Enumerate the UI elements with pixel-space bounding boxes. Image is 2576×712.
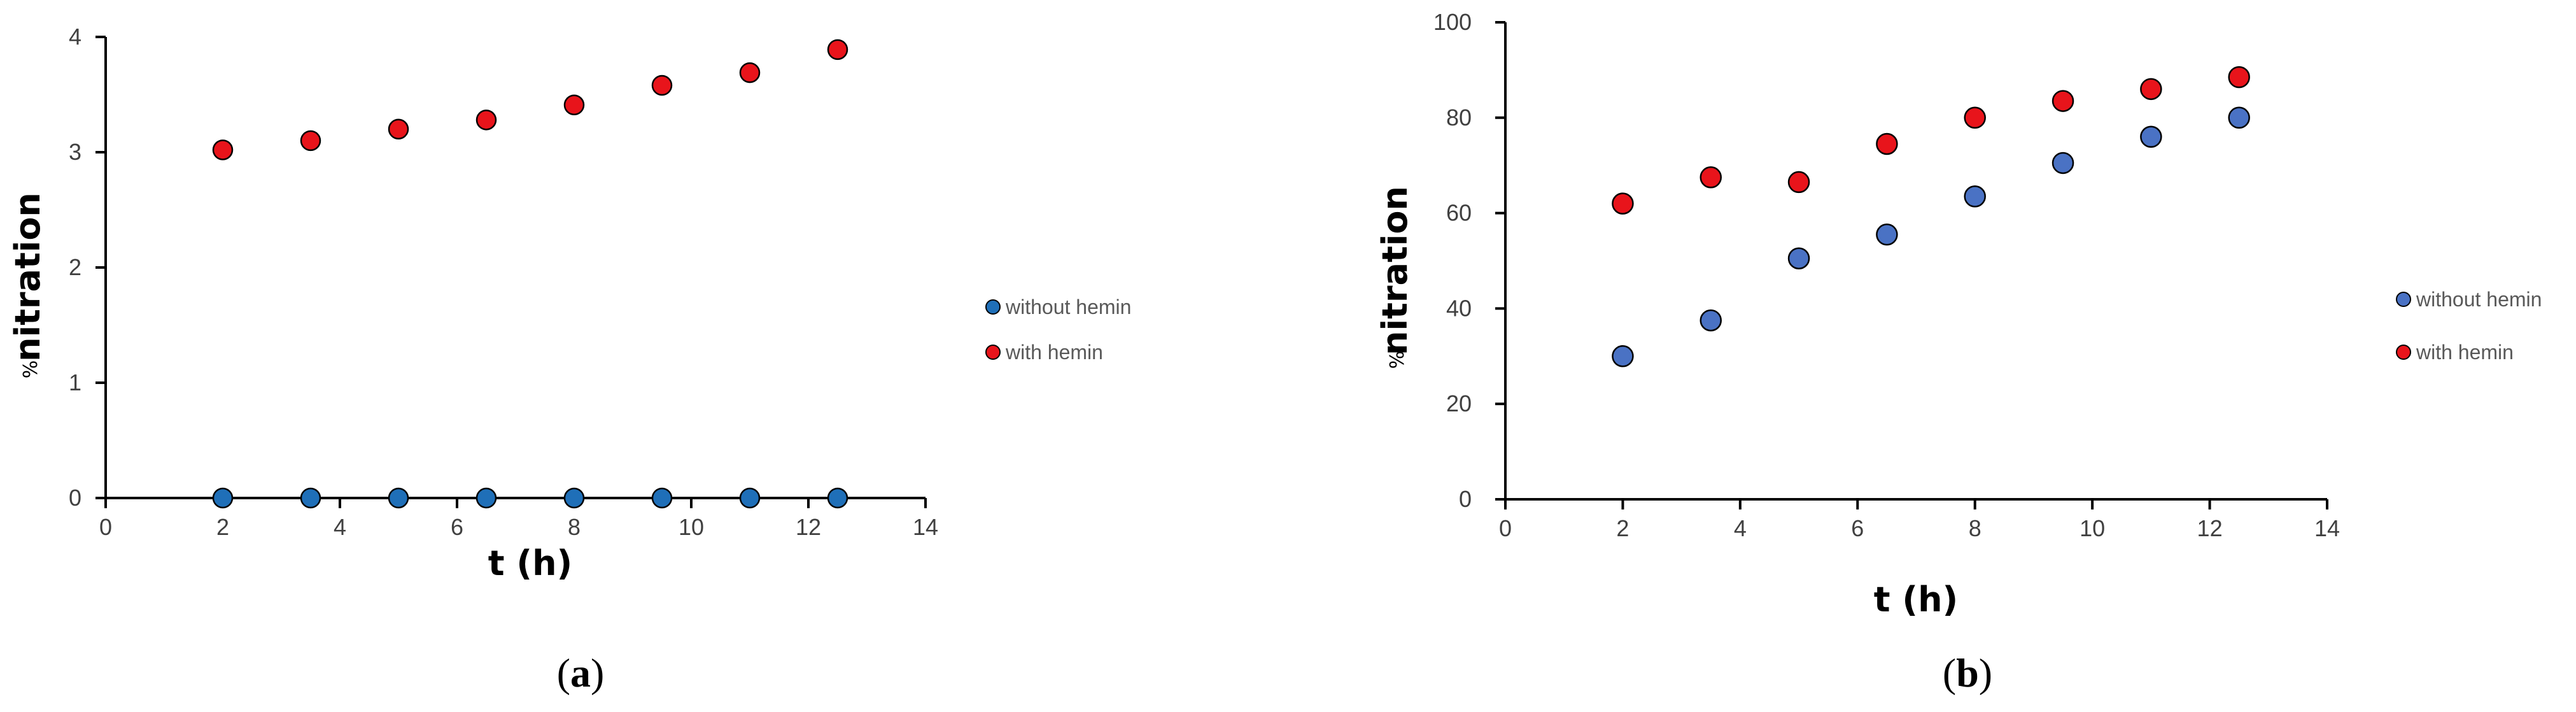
data-point [1964, 106, 1986, 129]
panel-label-letter: b [1956, 650, 1979, 695]
legend-label: with hemin [1005, 341, 1103, 364]
x-tick-label: 0 [99, 514, 112, 540]
y-tick-label: 40 [1446, 295, 1472, 321]
legend-marker [2396, 292, 2411, 307]
panel-label-open: ( [1943, 650, 1956, 695]
legend-marker [985, 299, 1001, 315]
data-point [475, 110, 497, 131]
y-tick-label: 60 [1446, 200, 1472, 226]
data-point [651, 75, 673, 96]
data-point [475, 487, 497, 509]
y-tick-label: 2 [69, 254, 81, 280]
y-axis-label-prefix: % [1386, 351, 1409, 369]
x-tick-label: 8 [1969, 515, 1981, 541]
panel-label-close: ) [591, 650, 604, 695]
legend-marker [2396, 345, 2411, 360]
x-tick-label: 4 [334, 514, 346, 540]
x-tick-label: 10 [679, 514, 704, 540]
data-point [739, 487, 761, 509]
x-axis-label: t (h) [1874, 580, 1958, 620]
x-tick-label: 2 [1616, 515, 1629, 541]
data-point [563, 487, 585, 509]
y-axis-label: nitration [1375, 186, 1415, 355]
y-tick-label: 80 [1446, 104, 1472, 131]
data-point [1876, 132, 1898, 155]
x-tick-label: 12 [796, 514, 821, 540]
x-tick-label: 6 [451, 514, 463, 540]
x-tick-label: 10 [2080, 515, 2105, 541]
y-tick-label: 0 [69, 485, 81, 511]
y-axis-label-prefix: % [20, 360, 42, 379]
y-tick-label: 0 [1459, 486, 1472, 512]
x-axis-label: t (h) [488, 543, 572, 583]
x-tick-label: 6 [1851, 515, 1864, 541]
panel-label-open: ( [557, 650, 570, 695]
legend-marker [985, 345, 1001, 360]
data-point [651, 487, 673, 509]
x-tick-label: 8 [568, 514, 581, 540]
data-point [2228, 66, 2250, 89]
legend-label: without hemin [1005, 295, 1131, 318]
y-tick-label: 4 [69, 24, 81, 50]
data-point [1700, 309, 1722, 332]
y-tick-label: 3 [69, 139, 81, 165]
data-point [2052, 90, 2074, 112]
x-tick-label: 4 [1734, 515, 1747, 541]
data-point [2140, 78, 2162, 101]
x-tick-label: 14 [913, 514, 938, 540]
data-point [563, 94, 585, 116]
data-point [300, 130, 321, 152]
data-point [1612, 345, 1634, 367]
data-point [1700, 166, 1722, 189]
panel-label: (a) [557, 650, 605, 695]
data-point [827, 487, 848, 509]
chart-panel-b: % nitration t (h) (b) 0 20 40 60 80 100 0 2 4 6 8 1… [1375, 9, 2542, 695]
y-axis-label: nitration [8, 192, 48, 362]
data-point [1612, 192, 1634, 215]
legend-label: with hemin [2416, 341, 2514, 364]
data-point [2140, 125, 2162, 148]
data-point [1787, 247, 1810, 270]
data-point [1964, 185, 1986, 208]
panel-label-letter: a [570, 650, 591, 695]
x-tick-label: 2 [216, 514, 229, 540]
y-tick-label: 1 [69, 369, 81, 395]
data-point [2052, 152, 2074, 174]
data-point [388, 487, 409, 509]
data-point [212, 487, 234, 509]
x-tick-label: 0 [1499, 515, 1512, 541]
data-point [212, 139, 234, 160]
data-point [827, 39, 848, 61]
panel-label: (b) [1943, 650, 1992, 695]
data-point [1876, 224, 1898, 246]
data-point [300, 487, 321, 509]
panel-label-close: ) [1979, 650, 1992, 695]
y-tick-label: 20 [1446, 390, 1472, 417]
y-tick-label: 100 [1433, 9, 1472, 35]
x-tick-label: 12 [2197, 515, 2223, 541]
data-point [739, 62, 761, 83]
data-point [388, 118, 409, 140]
legend-label: without hemin [2416, 288, 2542, 311]
data-point [2228, 106, 2250, 129]
x-tick-label: 14 [2314, 515, 2340, 541]
data-point [1787, 171, 1810, 194]
